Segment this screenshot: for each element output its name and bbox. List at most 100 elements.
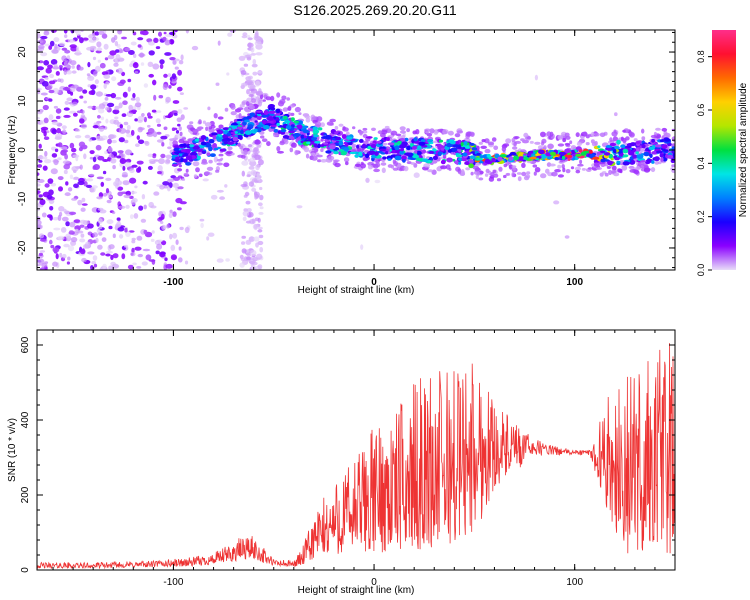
signal-blob <box>288 130 296 134</box>
noise-blob <box>257 100 262 107</box>
halo-blob <box>620 136 624 141</box>
noise-blob <box>96 41 102 48</box>
noise-blob <box>51 121 59 126</box>
halo-blob <box>401 134 406 139</box>
halo-blob <box>503 163 508 168</box>
noise-blob <box>102 263 107 269</box>
signal-blob <box>213 147 219 151</box>
noise-blob <box>108 244 115 250</box>
noise-blob <box>51 49 59 54</box>
signal-blob <box>463 141 468 146</box>
halo-blob <box>513 136 520 139</box>
signal-blob <box>296 124 303 129</box>
noise-blob <box>49 215 53 221</box>
noise-blob <box>132 262 137 266</box>
signal-blob <box>261 120 267 123</box>
signal-blob <box>411 145 418 150</box>
noise-blob <box>52 261 58 267</box>
halo-blob <box>181 137 186 140</box>
noise-blob <box>139 52 145 58</box>
noise-blob <box>98 30 105 35</box>
noise-blob <box>173 112 178 116</box>
signal-blob <box>236 134 243 140</box>
halo-blob <box>541 138 547 144</box>
noise-blob <box>129 63 134 68</box>
signal-blob <box>293 120 300 124</box>
signal-blob <box>303 135 308 139</box>
signal-blob <box>592 156 600 160</box>
noise-blob <box>138 205 144 211</box>
signal-blob <box>349 151 357 155</box>
halo-blob <box>629 132 635 138</box>
signal-blob <box>236 118 244 122</box>
halo-blob <box>224 107 229 112</box>
signal-blob <box>422 158 429 163</box>
signal-blob <box>616 139 621 145</box>
halo-blob <box>496 178 502 182</box>
noise-blob <box>38 60 44 64</box>
signal-blob <box>266 116 274 121</box>
noise-blob <box>125 149 132 156</box>
signal-blob <box>469 142 475 146</box>
signal-blob <box>471 147 478 151</box>
noise-blob <box>65 233 71 239</box>
noise-blob <box>107 147 113 153</box>
noise-blob <box>45 67 52 74</box>
noise-blob <box>242 210 250 217</box>
signal-blob <box>208 146 213 152</box>
halo-blob <box>244 109 252 113</box>
noise-blob <box>81 203 88 206</box>
noise-blob <box>118 205 126 209</box>
noise-blob <box>164 257 168 262</box>
halo-blob <box>501 146 507 152</box>
noise-blob <box>40 238 47 242</box>
signal-blob <box>599 150 606 154</box>
signal-blob <box>651 160 655 164</box>
signal-blob <box>402 158 406 163</box>
noise-blob <box>172 211 177 217</box>
signal-blob <box>185 161 192 166</box>
noise-blob <box>38 194 43 198</box>
y-tick-label: 0 <box>17 147 28 153</box>
halo-blob <box>412 130 417 135</box>
noise-blob <box>67 256 71 261</box>
signal-blob <box>373 137 378 140</box>
halo-blob <box>517 176 522 182</box>
noise-blob <box>117 67 123 74</box>
signal-blob <box>611 146 615 151</box>
noise-blob <box>66 55 71 60</box>
noise-blob <box>48 45 53 50</box>
noise-blob <box>164 52 172 56</box>
noise-blob <box>47 178 54 184</box>
halo-blob <box>613 129 617 133</box>
halo-blob <box>594 140 598 146</box>
noise-blob <box>224 184 228 188</box>
signal-blob <box>200 141 207 146</box>
noise-blob <box>57 78 62 82</box>
halo-blob <box>516 172 522 175</box>
signal-blob <box>437 144 445 149</box>
noise-blob <box>145 254 152 261</box>
signal-blob <box>377 150 383 154</box>
signal-blob <box>432 148 436 152</box>
halo-blob <box>576 142 583 146</box>
noise-blob <box>129 177 137 184</box>
noise-blob <box>67 39 75 43</box>
noise-blob <box>245 200 251 205</box>
halo-blob <box>305 153 310 159</box>
noise-blob <box>257 229 263 233</box>
noise-blob <box>48 98 53 102</box>
halo-blob <box>493 145 499 151</box>
signal-blob <box>400 138 405 142</box>
noise-blob <box>75 128 81 132</box>
noise-blob <box>178 60 184 65</box>
halo-blob <box>562 167 566 173</box>
halo-blob <box>398 163 402 167</box>
halo-blob <box>579 159 583 164</box>
signal-blob <box>513 155 520 161</box>
noise-blob <box>106 219 114 225</box>
noise-blob <box>60 149 69 153</box>
noise-blob <box>135 96 140 103</box>
halo-blob <box>437 128 444 133</box>
noise-blob <box>113 62 119 67</box>
